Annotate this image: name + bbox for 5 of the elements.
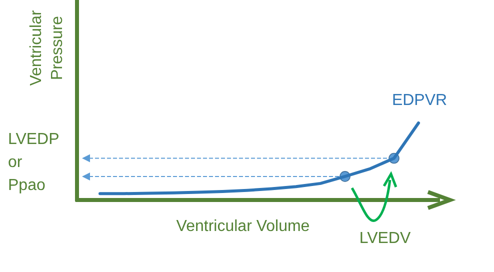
x-axis-title: Ventricular Volume bbox=[176, 218, 310, 235]
text: LVEDV bbox=[359, 230, 411, 247]
y-axis-title: Ventricular Pressure bbox=[28, 10, 66, 86]
series-label: EDPVR bbox=[392, 92, 448, 109]
text: LVEDP or Ppao bbox=[8, 131, 60, 194]
